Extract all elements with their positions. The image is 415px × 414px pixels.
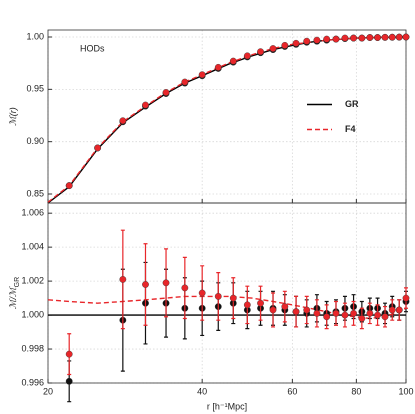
data-point <box>162 279 170 287</box>
data-point <box>243 301 251 309</box>
data-point <box>350 34 357 42</box>
y-tick-label: 0.90 <box>26 136 44 146</box>
y-tick-label: 1.006 <box>21 208 44 218</box>
legend-label: F4 <box>345 124 356 134</box>
y-tick-label: 1.002 <box>21 275 44 285</box>
data-point <box>332 309 340 317</box>
data-point <box>198 289 206 297</box>
data-point <box>257 48 264 56</box>
plot-frame <box>47 29 407 204</box>
x-tick-label: 100 <box>398 386 413 396</box>
annotation: HODs <box>80 43 105 53</box>
y-tick-label: 1.000 <box>21 309 44 319</box>
plot-frame <box>47 202 407 384</box>
data-point <box>281 41 289 49</box>
data-point <box>65 182 73 190</box>
data-point <box>65 350 73 358</box>
data-point <box>162 89 170 96</box>
data-point <box>257 299 264 307</box>
data-point <box>381 33 389 41</box>
y-tick-label: 0.998 <box>21 343 44 353</box>
data-point <box>366 34 374 41</box>
x-tick-label: 60 <box>287 386 297 396</box>
data-point <box>181 78 189 86</box>
data-point <box>395 33 403 41</box>
data-point <box>269 306 277 314</box>
data-point <box>229 294 237 302</box>
data-point <box>119 117 127 125</box>
x-tick-label: 40 <box>197 386 207 396</box>
data-point <box>374 34 381 41</box>
data-point <box>142 281 149 288</box>
y-axis-label-main: ℳ/ℳ <box>8 286 18 309</box>
curve <box>47 295 407 320</box>
data-point <box>323 313 331 321</box>
x-tick-label: 20 <box>43 386 53 396</box>
y-axis-label-sub: GR <box>14 277 21 288</box>
data-point <box>142 101 149 109</box>
data-point <box>94 144 102 152</box>
data-point <box>303 37 311 45</box>
data-point <box>358 34 366 42</box>
curve <box>47 36 407 204</box>
data-point <box>350 309 357 317</box>
data-point <box>181 284 189 292</box>
data-point <box>402 294 410 302</box>
legend-label: GR <box>345 99 359 109</box>
data-point <box>388 306 396 314</box>
data-point <box>229 57 237 65</box>
curve <box>47 36 407 203</box>
y-tick-label: 0.85 <box>26 188 44 198</box>
data-point <box>198 71 206 79</box>
data-point <box>313 309 321 317</box>
data-point <box>292 39 300 47</box>
data-point <box>303 306 311 314</box>
data-point <box>269 45 277 52</box>
data-point <box>332 35 340 43</box>
data-point <box>366 309 374 317</box>
y-axis-label-main: ℳ(r) <box>8 107 18 126</box>
data-point <box>395 306 403 314</box>
y-tick-label: 0.996 <box>21 377 44 387</box>
y-axis-label: ℳ/ℳGR <box>8 277 20 309</box>
y-axis-label: ℳ(r) <box>8 107 18 126</box>
data-point <box>341 34 349 42</box>
x-tick-label: 80 <box>351 386 361 396</box>
data-point <box>358 315 366 322</box>
data-point <box>119 276 127 283</box>
data-point <box>214 63 222 71</box>
data-point <box>281 303 289 310</box>
data-point <box>313 36 321 44</box>
y-tick-label: 0.95 <box>26 84 44 94</box>
x-axis-label: r [h⁻¹Mpc] <box>207 401 247 411</box>
data-point <box>292 308 300 316</box>
data-point <box>65 377 73 385</box>
data-point <box>402 33 410 41</box>
data-point <box>388 33 396 41</box>
data-point <box>341 311 349 319</box>
data-point <box>323 35 331 43</box>
data-point <box>381 313 389 321</box>
y-tick-label: 1.004 <box>21 242 44 252</box>
data-point <box>243 52 251 60</box>
y-tick-label: 1.00 <box>26 31 44 41</box>
data-point <box>374 311 381 319</box>
data-point <box>214 292 222 300</box>
